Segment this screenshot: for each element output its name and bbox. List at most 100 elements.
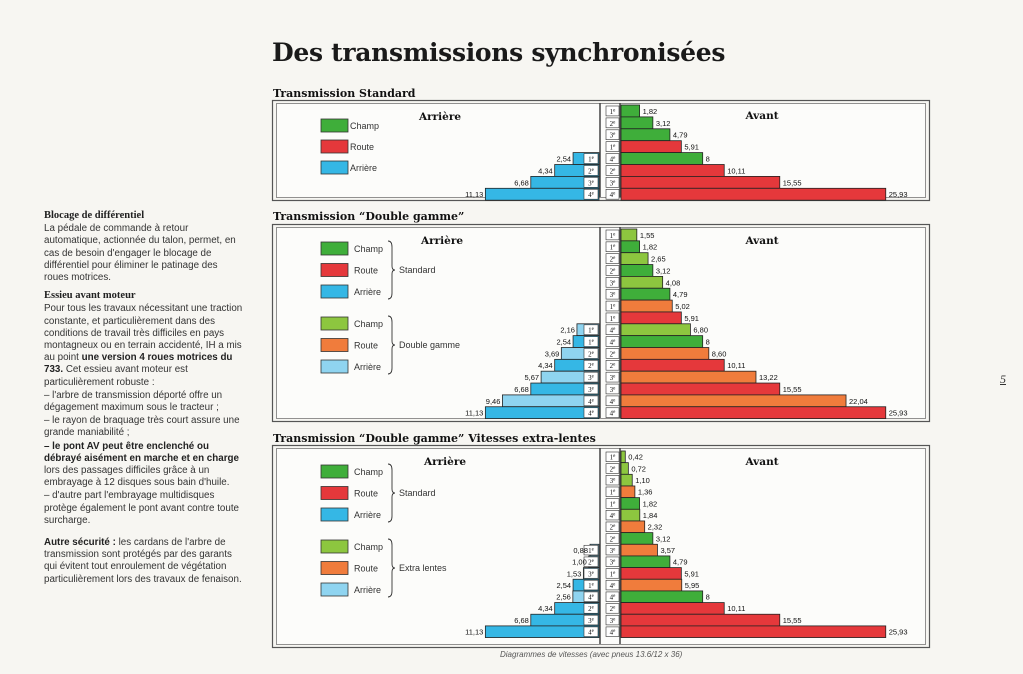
gear-label-avant: 2e	[610, 465, 617, 473]
value-label-arriere: 11,13	[465, 628, 483, 637]
gear-label-avant: 4e	[610, 512, 617, 520]
legend-label: Route	[354, 489, 378, 499]
legend-group-label: Extra lentes	[399, 563, 447, 573]
gear-label-arriere: 2e	[588, 362, 595, 370]
legend-label: Arrière	[354, 510, 381, 520]
gear-box	[583, 371, 599, 383]
gear-label-avant: 1e	[610, 108, 617, 116]
gear-box	[583, 568, 599, 579]
gear-label-avant: 2e	[610, 350, 617, 358]
gear-box	[583, 395, 599, 407]
value-label-arriere: 3,69	[545, 349, 560, 358]
value-label-arriere: 0,88	[573, 546, 588, 555]
legend-swatch	[320, 464, 349, 479]
bar-avant	[620, 613, 781, 627]
legend-swatch	[320, 118, 349, 133]
legend-brace	[387, 463, 396, 523]
gear-box	[605, 312, 620, 324]
gear-label-avant: 1e	[610, 500, 617, 508]
gear-box	[605, 579, 620, 591]
legend-label: Arrière	[354, 287, 381, 297]
gear-label-avant: 4e	[610, 156, 617, 164]
gear-label-avant: 1e	[610, 232, 617, 240]
value-label-avant: 5,02	[675, 302, 690, 311]
value-label-avant: 22,04	[849, 397, 868, 406]
legend-label: Arrière	[354, 585, 381, 595]
gear-box	[583, 591, 599, 602]
gear-box	[605, 407, 620, 418]
value-label-avant: 10,11	[727, 166, 745, 175]
gear-label-arriere: 3e	[588, 179, 595, 187]
gear-label-arriere: 3e	[588, 617, 595, 625]
bar-avant	[620, 508, 641, 522]
gear-box	[583, 614, 599, 626]
gear-box	[605, 277, 620, 288]
gear-box	[605, 451, 620, 462]
bar-avant	[620, 187, 887, 201]
chart-frame	[271, 223, 931, 423]
bar-avant	[620, 240, 640, 254]
list-item-text: lors des passages difficiles grâce à un …	[44, 465, 230, 489]
gear-box	[605, 568, 620, 579]
value-label-avant: 3,12	[656, 119, 671, 128]
gear-box	[583, 603, 599, 614]
gear-box	[605, 117, 620, 129]
bar-avant	[620, 567, 682, 580]
value-label-avant: 3,57	[660, 546, 675, 555]
gear-label-avant: 2e	[610, 167, 617, 175]
legend-label: Champ	[354, 244, 383, 254]
legend-swatch	[320, 539, 349, 554]
gear-label-avant: 4e	[610, 339, 617, 347]
legend-swatch	[320, 338, 349, 352]
bar-avant	[620, 299, 673, 313]
para-safety: Autre sécurité : les cardans de l'arbre …	[44, 537, 244, 586]
gear-label-avant: 1e	[610, 489, 617, 497]
sidebar-text: Blocage de différentiel La pédale de com…	[44, 204, 244, 586]
value-label-avant: 25,93	[889, 190, 908, 199]
gear-label-arriere: 3e	[588, 570, 595, 578]
chart-title-extra-lentes: Transmission “Double gamme” Vitesses ext…	[273, 432, 596, 445]
legend-label: Route	[354, 266, 378, 276]
gear-label-arriere: 4e	[588, 594, 595, 602]
gear-label-arriere: 1e	[588, 327, 595, 335]
bar-avant	[620, 578, 683, 592]
value-label-arriere: 11,13	[465, 190, 483, 199]
header-avant: Avant	[744, 456, 778, 468]
value-label-avant: 6,80	[693, 326, 708, 335]
chart-inner-frame	[276, 103, 926, 198]
bar-avant	[620, 152, 704, 165]
value-label-arriere: 1,00	[572, 558, 587, 567]
gear-box	[605, 241, 620, 253]
legend-swatch	[320, 486, 349, 500]
gear-box	[583, 579, 599, 591]
gear-label-avant: 3e	[610, 279, 617, 287]
value-label-avant: 5,91	[684, 143, 699, 152]
gear-label-arriere: 4e	[588, 629, 595, 637]
gear-box	[605, 360, 620, 371]
value-label-arriere: 6,68	[514, 616, 529, 625]
legend-swatch	[320, 316, 349, 331]
gear-box	[605, 383, 620, 395]
gear-label-avant: 1e	[610, 144, 617, 152]
bar-avant	[620, 140, 682, 153]
value-label-avant: 1,82	[643, 499, 658, 508]
value-label-arriere: 9,46	[486, 397, 501, 406]
gear-label-avant: 3e	[610, 291, 617, 299]
gear-box	[605, 288, 620, 300]
value-label-arriere: 2,54	[556, 155, 571, 164]
chart-title-standard: Transmission Standard	[273, 87, 416, 100]
value-label-avant: 25,93	[889, 628, 908, 637]
figure-caption: Diagrammes de vitesses (avec pneus 13.6/…	[500, 650, 683, 659]
gear-label-avant: 3e	[610, 547, 617, 555]
legend-swatch	[320, 241, 349, 256]
legend-group-label: Standard	[399, 488, 436, 498]
gear-label-avant: 4e	[610, 629, 617, 637]
heading-differential-lock: Blocage de différentiel	[44, 210, 145, 221]
gear-box	[583, 336, 599, 347]
value-label-avant: 0,72	[631, 464, 646, 473]
gear-label-arriere: 3e	[588, 374, 595, 382]
gear-box	[605, 105, 620, 117]
value-label-arriere: 6,68	[514, 385, 529, 394]
bar-avant	[620, 497, 640, 510]
